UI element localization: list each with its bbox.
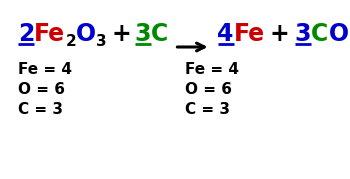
Text: C = 3: C = 3 bbox=[185, 102, 230, 117]
Text: 2: 2 bbox=[18, 22, 34, 46]
Text: O: O bbox=[76, 22, 96, 46]
Text: Fe = 4: Fe = 4 bbox=[18, 62, 72, 77]
Text: 2: 2 bbox=[349, 34, 350, 49]
Text: O = 6: O = 6 bbox=[185, 82, 232, 97]
Text: 4: 4 bbox=[217, 22, 234, 46]
Text: Fe: Fe bbox=[34, 22, 65, 46]
Text: Fe: Fe bbox=[234, 22, 265, 46]
Text: C = 3: C = 3 bbox=[18, 102, 63, 117]
Text: C: C bbox=[151, 22, 168, 46]
Text: C: C bbox=[311, 22, 329, 46]
Text: 3: 3 bbox=[295, 22, 311, 46]
Text: 3: 3 bbox=[135, 22, 151, 46]
Text: Fe = 4: Fe = 4 bbox=[185, 62, 239, 77]
Text: O = 6: O = 6 bbox=[18, 82, 65, 97]
Text: +: + bbox=[270, 22, 290, 46]
Text: 3: 3 bbox=[96, 34, 107, 49]
Text: 2: 2 bbox=[65, 34, 76, 49]
Text: +: + bbox=[111, 22, 131, 46]
Text: O: O bbox=[329, 22, 349, 46]
